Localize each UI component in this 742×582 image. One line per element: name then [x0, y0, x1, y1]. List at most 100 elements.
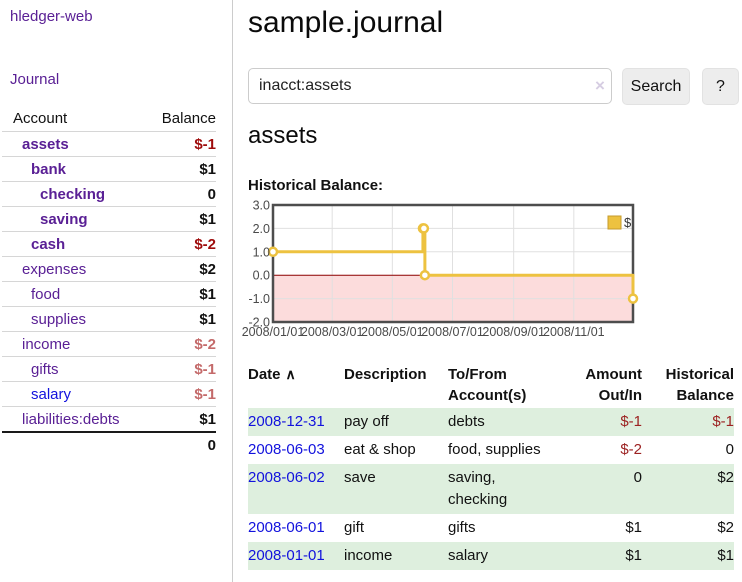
svg-text:2008/07/01: 2008/07/01	[421, 325, 484, 339]
svg-text:2008/09/01: 2008/09/01	[482, 325, 545, 339]
account-link[interactable]: expenses	[22, 260, 87, 278]
clear-search-icon[interactable]: ×	[595, 76, 605, 95]
historical-balance-chart: $3.0 2.0 1.0 0.0 -1.0 -2.02008/01/012008/03/0…	[242, 199, 639, 339]
account-balance: $-1	[194, 385, 216, 403]
page-title: sample.journal	[248, 6, 444, 39]
transaction-balance: $2	[642, 464, 734, 514]
account-link[interactable]: bank	[31, 160, 67, 178]
transaction-date-link[interactable]: 2008-01-01	[248, 547, 325, 564]
transaction-accounts: gifts	[448, 519, 476, 536]
account-column-header: Account	[13, 110, 68, 127]
account-balance: $-2	[194, 335, 216, 353]
account-link[interactable]: income	[22, 335, 71, 353]
balance-column-header: Historical Balance	[665, 366, 734, 404]
transaction-description: save	[344, 464, 448, 514]
account-balance: $1	[199, 310, 216, 328]
account-row-bank: bank $1	[2, 156, 216, 181]
transaction-balance: 0	[725, 441, 734, 458]
transaction-balance: $1	[642, 542, 734, 570]
account-row-gifts: gifts $-1	[2, 356, 216, 381]
account-link[interactable]: saving	[40, 210, 88, 228]
account-row-assets: assets $-1	[2, 131, 216, 156]
account-link[interactable]: gifts	[31, 360, 59, 378]
account-row-liabilities-debts: liabilities:debts $1	[2, 406, 216, 431]
account-row-checking: checking 0	[2, 181, 216, 206]
svg-text:2008/01/01: 2008/01/01	[242, 325, 305, 339]
account-link[interactable]: liabilities:debts	[22, 410, 120, 428]
account-link[interactable]: checking	[40, 185, 106, 203]
account-balance: $-1	[194, 360, 216, 378]
balance-column-header: Balance	[161, 110, 216, 127]
transaction-amount: $1	[568, 542, 642, 570]
account-row-salary: salary $-1	[2, 381, 216, 406]
accounts-column-header: To/From Account(s)	[448, 366, 527, 404]
transaction-balance: $-1	[642, 408, 734, 436]
app-brand-link[interactable]: hledger-web	[10, 8, 93, 25]
historical-balance-label: Historical Balance:	[248, 177, 384, 194]
amount-column-header: Amount Out/In	[585, 366, 642, 404]
accounts-total-value: 0	[207, 436, 216, 454]
account-balance: $-1	[194, 135, 216, 153]
account-balance: $1	[199, 160, 216, 178]
transaction-amount: $-1	[568, 408, 642, 436]
accounts-table: Account Balance assets $-1 bank $1 check…	[2, 106, 216, 457]
svg-text:-2.0: -2.0	[248, 316, 270, 330]
account-link[interactable]: cash	[31, 235, 66, 253]
register-table: Date ∧ Description To/From Account(s) Amo…	[248, 362, 734, 570]
account-link[interactable]: supplies	[31, 310, 87, 328]
transaction-balance: $2	[717, 519, 734, 536]
date-column-header[interactable]: Date ∧	[248, 366, 296, 383]
transaction-description: eat & shop	[344, 441, 416, 458]
transaction-date-link[interactable]: 2008-06-02	[248, 469, 325, 486]
account-row-income: income $-2	[2, 331, 216, 356]
transaction-amount: 0	[568, 464, 642, 514]
sidebar-item-journal[interactable]: Journal	[10, 71, 60, 88]
transaction-date-link[interactable]: 2008-06-03	[248, 441, 325, 458]
help-button[interactable]: ?	[702, 68, 739, 105]
svg-text:2008/03/01: 2008/03/01	[301, 325, 364, 339]
transaction-accounts: saving, checking	[448, 464, 568, 514]
svg-text:2008/05/01: 2008/05/01	[361, 325, 424, 339]
sort-asc-icon: ∧	[285, 366, 296, 382]
register-header-row: Date ∧ Description To/From Account(s) Amo…	[248, 362, 734, 408]
account-balance: $-2	[194, 235, 216, 253]
svg-text:0.0: 0.0	[253, 269, 270, 283]
account-link[interactable]: salary	[31, 385, 72, 403]
account-balance: $1	[199, 410, 216, 428]
register-row[interactable]: 2008-12-31 pay off debts $-1 $-1	[248, 408, 734, 436]
register-row[interactable]: 2008-06-03 eat & shop food, supplies $-2…	[248, 436, 734, 464]
transaction-amount: $1	[625, 519, 642, 536]
transaction-date-link[interactable]: 2008-06-01	[248, 519, 325, 536]
transaction-description: pay off	[344, 408, 448, 436]
account-balance: 0	[207, 185, 216, 203]
account-balance: $1	[199, 285, 216, 303]
search-button[interactable]: Search	[622, 68, 690, 105]
svg-text:-1.0: -1.0	[248, 292, 270, 306]
transaction-description: income	[344, 542, 448, 570]
accounts-table-header: Account Balance	[2, 106, 216, 131]
account-row-expenses: expenses $2	[2, 256, 216, 281]
legend-label: $	[624, 215, 632, 230]
register-row[interactable]: 2008-01-01 income salary $1 $1	[248, 542, 734, 570]
svg-text:1.0: 1.0	[253, 245, 270, 259]
svg-text:2.0: 2.0	[253, 222, 270, 236]
account-row-food: food $1	[2, 281, 216, 306]
transaction-description: gift	[344, 519, 365, 536]
account-balance: $1	[199, 210, 216, 228]
search-input[interactable]	[248, 68, 612, 104]
account-heading: assets	[248, 122, 318, 149]
register-row[interactable]: 2008-06-02 save saving, checking 0 $2	[248, 464, 734, 514]
account-row-supplies: supplies $1	[2, 306, 216, 331]
svg-text:2008/11/01: 2008/11/01	[543, 325, 605, 339]
accounts-total-row: 0	[2, 431, 216, 457]
description-column-header: Description	[344, 366, 427, 383]
transaction-amount: $-2	[620, 441, 642, 458]
account-link[interactable]: assets	[22, 135, 69, 153]
legend-swatch	[607, 215, 622, 230]
transaction-date-link[interactable]: 2008-12-31	[248, 413, 325, 430]
account-link[interactable]: food	[31, 285, 61, 303]
account-row-cash: cash $-2	[2, 231, 216, 256]
register-row[interactable]: 2008-06-01 gift gifts $1 $2	[248, 514, 734, 542]
svg-text:3.0: 3.0	[253, 199, 270, 213]
account-balance: $2	[199, 260, 216, 278]
